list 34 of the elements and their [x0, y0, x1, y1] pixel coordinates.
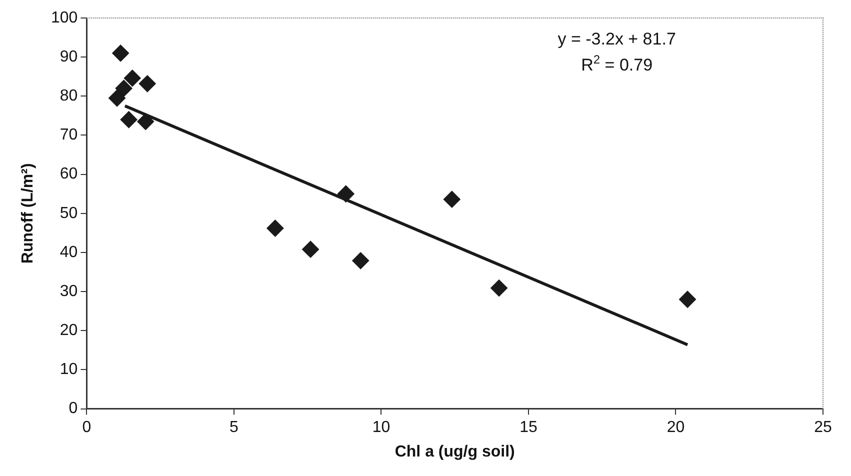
y-tick-label: 0 [68, 400, 78, 418]
y-tick-label: 100 [50, 9, 78, 26]
y-tick-label: 90 [60, 48, 78, 66]
point [112, 44, 130, 62]
point [120, 111, 138, 128]
point [266, 220, 284, 237]
y-tick-label: 50 [60, 204, 78, 222]
point [138, 75, 156, 92]
y-tick-label: 80 [60, 88, 78, 105]
y-tick-label: 30 [60, 282, 78, 300]
point [679, 290, 696, 308]
point [443, 190, 460, 208]
point [302, 240, 320, 258]
y-tick-label: 20 [60, 322, 78, 340]
y-tick-label: 70 [60, 126, 78, 144]
point [124, 70, 141, 87]
point [490, 280, 508, 297]
y-tick-label: 40 [60, 244, 78, 261]
x-tick-label: 5 [230, 418, 239, 436]
x-axis-title: Chl a (ug/g soil) [394, 443, 515, 460]
x-tick-label: 20 [666, 418, 685, 436]
y-tick-label: 60 [60, 166, 78, 183]
point [137, 113, 154, 130]
point [108, 90, 126, 107]
y-axis-title: Runoff (L/m²) [19, 163, 36, 264]
annotation: y = -3.2x + 81.7 [558, 30, 676, 49]
x-tick-label: 15 [520, 418, 538, 436]
point [352, 252, 370, 270]
point [115, 80, 132, 97]
x-tick-label: 0 [82, 418, 92, 436]
x-tick-label: 10 [372, 418, 390, 436]
x-tick-label: 25 [814, 418, 832, 436]
point [337, 185, 354, 202]
y-tick-label: 10 [60, 361, 78, 378]
